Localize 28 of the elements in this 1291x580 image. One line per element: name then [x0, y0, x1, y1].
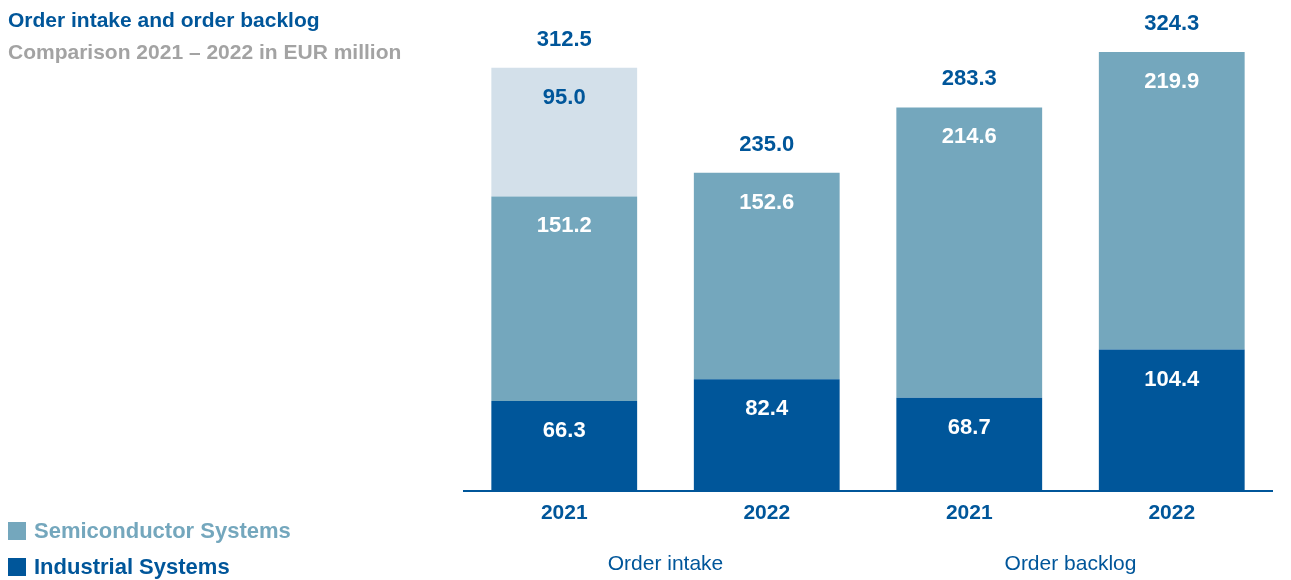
bar — [1098, 51, 1245, 350]
data-label: 104.4 — [1144, 365, 1201, 391]
text: Order backlog — [1004, 550, 1137, 574]
data-label: 219.9 — [1144, 67, 1200, 93]
total-label: 235.0 — [739, 130, 795, 156]
legend-label: Industrial Systems — [34, 554, 230, 580]
total-label: 324.3 — [1144, 9, 1200, 35]
text: Order intake — [607, 550, 724, 574]
data-label: 68.7 — [947, 413, 991, 439]
text: Comparison 2021 – 2022 in EUR million — [8, 40, 403, 64]
data-label: 95.0 — [542, 83, 586, 109]
data-label: 82.4 — [745, 395, 789, 421]
data-label: 152.6 — [739, 188, 795, 214]
bar — [896, 107, 1043, 398]
bar — [491, 67, 638, 197]
x-tick-label: 2022 — [743, 500, 791, 524]
total-label: 312.5 — [536, 25, 592, 51]
x-tick-label: 2022 — [1148, 500, 1196, 524]
data-label: 214.6 — [941, 123, 997, 149]
text: Order intake and order backlog — [8, 8, 321, 32]
legend-label: Semiconductor Systems — [34, 518, 291, 544]
data-label: 66.3 — [542, 417, 586, 443]
x-tick-label: 2021 — [540, 500, 588, 524]
total-label: 283.3 — [941, 65, 997, 91]
data-label: 151.2 — [536, 212, 592, 238]
bar — [693, 172, 840, 380]
x-tick-label: 2021 — [945, 500, 993, 524]
bar — [491, 196, 638, 402]
